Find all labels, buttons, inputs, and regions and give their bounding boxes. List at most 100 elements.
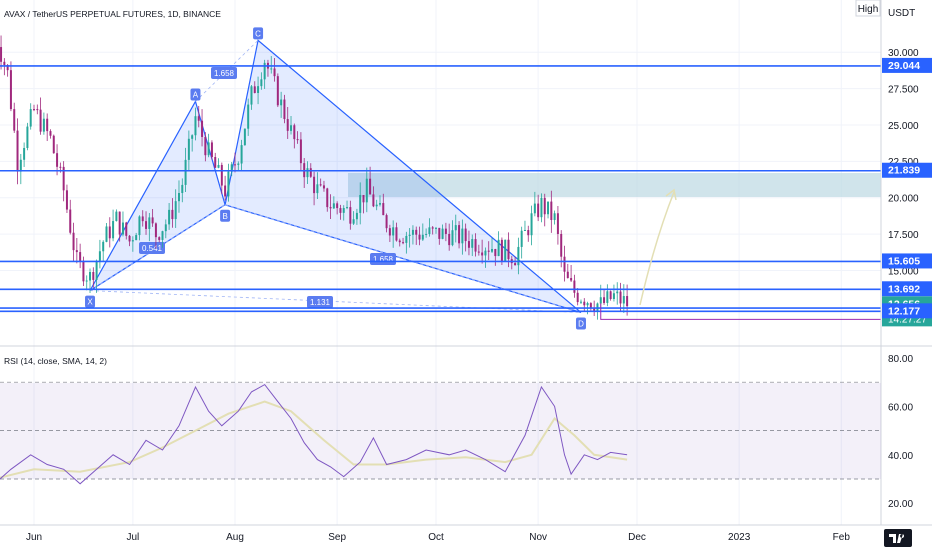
candle-body — [372, 194, 375, 207]
candle-body — [214, 157, 217, 168]
tradingview-logo — [884, 529, 912, 547]
candle-body — [164, 224, 167, 232]
candle-body — [421, 234, 424, 240]
candle-body — [75, 250, 78, 253]
candle-body — [141, 216, 144, 222]
pattern-ratio-label: 0.541 — [142, 244, 163, 253]
candle-body — [19, 159, 22, 172]
candle-body — [589, 303, 592, 309]
candle-body — [273, 68, 276, 77]
candle-body — [161, 231, 164, 240]
pattern-ratio-label: 1.658 — [373, 255, 394, 264]
candle-body — [3, 61, 6, 65]
candle-body — [329, 207, 332, 209]
pattern-ratio-label: 1.131 — [310, 298, 331, 307]
time-label: Dec — [628, 532, 646, 543]
candle-body — [296, 139, 299, 141]
candle-body — [382, 203, 385, 216]
candle-body — [435, 227, 437, 229]
price-label-13.692 — [882, 281, 932, 297]
pattern-point-label: A — [193, 90, 199, 99]
candle-body — [599, 297, 602, 304]
pattern-point-d — [575, 317, 586, 330]
pattern-ratio-badge — [139, 242, 165, 254]
pattern-point-x — [85, 295, 96, 308]
candle-body — [16, 130, 19, 172]
candle-body — [616, 291, 619, 294]
time-axis[interactable]: Jun Jul Aug Sep Oct Nov Dec 2023 Feb — [26, 532, 850, 543]
candle-body — [26, 126, 29, 148]
candle-body — [583, 301, 586, 306]
price-label-text: 21.839 — [888, 165, 920, 177]
time-label: Oct — [428, 532, 444, 543]
time-label: Aug — [226, 532, 244, 543]
candle-body — [378, 203, 381, 205]
pattern-point-b — [220, 209, 231, 222]
low-marker-line — [600, 303, 881, 320]
price-label-29.044 — [882, 57, 932, 73]
candle-body — [560, 233, 563, 257]
candle-body — [497, 239, 500, 257]
price-label-text: 15.605 — [888, 255, 920, 267]
candle-body — [85, 280, 88, 282]
projection-arrow — [639, 188, 677, 306]
candle-body — [177, 193, 180, 202]
pattern-point-label: B — [222, 212, 227, 221]
countdown-text: 14:27:27 — [888, 314, 927, 325]
candle-body — [171, 209, 174, 220]
pattern-xab — [89, 99, 226, 292]
candle-body — [543, 197, 546, 215]
candle-body — [563, 256, 566, 272]
candle-body — [158, 237, 161, 240]
candle-body — [250, 86, 253, 105]
candle-body — [547, 201, 550, 215]
rsi-axis: 80.00 60.00 40.00 20.00 — [888, 354, 913, 510]
price-tick-label: 30.000 — [888, 48, 919, 59]
candle-body — [332, 203, 335, 209]
candle-body — [464, 228, 467, 242]
candle-body — [247, 104, 250, 129]
candle-body — [346, 207, 349, 209]
candle-body — [438, 227, 441, 239]
candle-body — [402, 242, 405, 244]
pattern-ratio-line — [89, 290, 582, 313]
candle-body — [69, 209, 72, 233]
candle-body — [428, 227, 431, 234]
candle-body — [533, 203, 536, 214]
candle-body — [234, 164, 236, 166]
candle-body — [336, 203, 339, 209]
candle-body — [570, 278, 573, 281]
candle-body — [507, 239, 510, 260]
high-button[interactable] — [855, 0, 881, 17]
candle-body — [375, 204, 378, 207]
candle-body — [0, 47, 3, 62]
candle-body — [444, 228, 447, 234]
candle-body — [168, 209, 171, 225]
candle-body — [148, 217, 151, 229]
candle-body — [451, 230, 454, 246]
candle-body — [115, 211, 118, 222]
candle-body — [319, 184, 322, 186]
candle-body — [46, 118, 49, 132]
pattern-ratio-badge — [211, 67, 237, 79]
candle-body — [553, 213, 556, 221]
price-axis[interactable]: 30.000 27.500 25.000 22.500 20.000 17.500 15.0… — [888, 48, 919, 277]
candle-body — [342, 208, 345, 213]
candle-body — [606, 291, 609, 303]
candle-body — [494, 249, 497, 257]
candle-body — [352, 219, 355, 224]
candle-body — [283, 99, 286, 120]
candle-body — [316, 184, 319, 194]
pattern-point-label: D — [578, 319, 584, 328]
candle-body — [125, 222, 128, 236]
candle-body — [566, 271, 569, 279]
candle-body — [398, 240, 401, 243]
pattern-point-c — [253, 27, 264, 40]
candle-body — [276, 76, 279, 106]
candle-body — [309, 168, 312, 177]
candle-body — [369, 178, 372, 195]
candle-body — [270, 68, 273, 70]
candle-body — [339, 208, 342, 213]
candle-body — [56, 153, 59, 167]
